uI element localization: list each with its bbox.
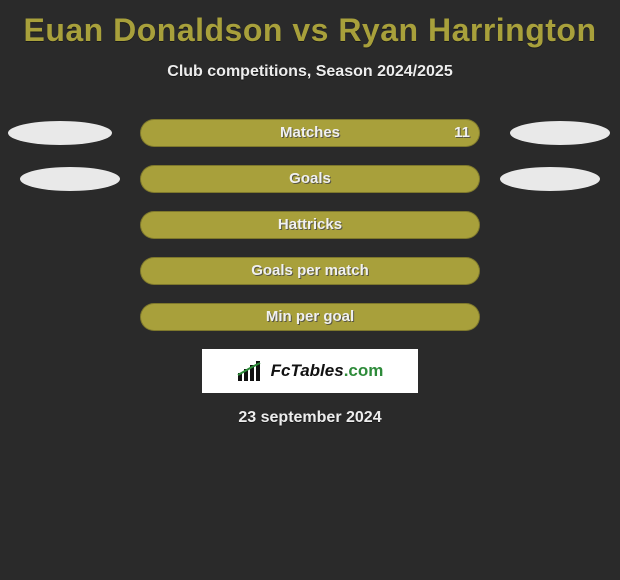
- stat-label: Hattricks: [140, 211, 480, 239]
- comparison-row: Goals: [0, 165, 620, 193]
- logo-tld: .com: [344, 361, 384, 380]
- comparison-row: Matches11: [0, 119, 620, 147]
- page-date: 23 september 2024: [0, 409, 620, 427]
- logo-text: FcTables.com: [271, 361, 384, 381]
- stat-value-right: 11: [430, 119, 470, 147]
- logo-brand: FcTables: [271, 361, 344, 380]
- comparison-row: Min per goal: [0, 303, 620, 331]
- stat-label: Goals per match: [140, 257, 480, 285]
- comparison-row: Hattricks: [0, 211, 620, 239]
- comparison-row: Goals per match: [0, 257, 620, 285]
- barchart-icon: [237, 361, 265, 381]
- logo-box: FcTables.com: [202, 349, 418, 393]
- page-subtitle: Club competitions, Season 2024/2025: [0, 63, 620, 81]
- right-value-ellipse: [510, 121, 610, 145]
- stat-label: Goals: [140, 165, 480, 193]
- comparison-rows: Matches11 Goals Hattricks Goals per match Mi…: [0, 119, 620, 331]
- right-value-ellipse: [500, 167, 600, 191]
- left-value-ellipse: [8, 121, 112, 145]
- page-title: Euan Donaldson vs Ryan Harrington: [0, 0, 620, 49]
- stat-label: Min per goal: [140, 303, 480, 331]
- stat-label: Matches: [140, 119, 480, 147]
- left-value-ellipse: [20, 167, 120, 191]
